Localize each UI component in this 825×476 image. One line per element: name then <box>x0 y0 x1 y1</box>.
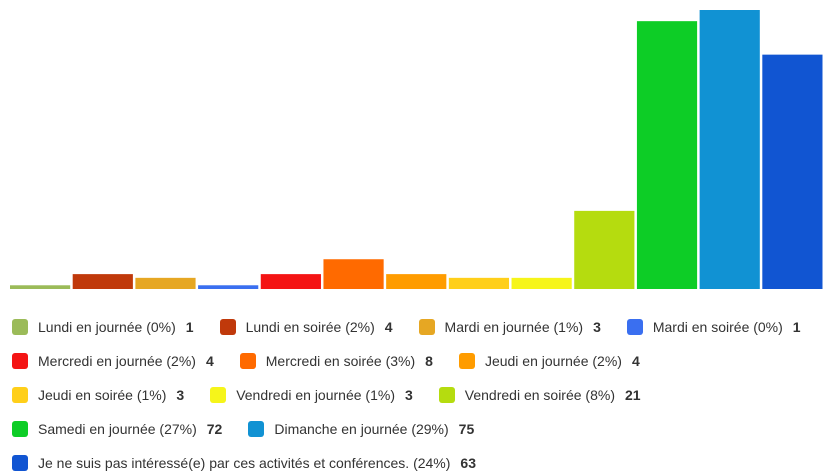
bar <box>198 285 259 289</box>
legend: Lundi en journée (0%) 1 Lundi en soirée (2… <box>12 318 825 472</box>
legend-value: 3 <box>404 387 413 403</box>
legend-item: Mardi en journée (1%) 3 <box>418 318 601 336</box>
legend-value: 21 <box>624 387 641 403</box>
legend-swatch <box>12 387 28 403</box>
legend-label: Mardi en soirée (0%) <box>652 319 783 335</box>
legend-item: Mercredi en journée (2%) 4 <box>12 352 214 370</box>
legend-swatch <box>239 353 256 369</box>
legend-value: 4 <box>205 353 214 369</box>
legend-swatch <box>12 319 28 335</box>
legend-label: Mercredi en journée (2%) <box>38 353 196 369</box>
legend-item: Lundi en soirée (2%) 4 <box>219 318 393 336</box>
bar <box>511 277 572 289</box>
legend-value: 3 <box>593 319 601 335</box>
bar <box>386 274 447 289</box>
legend-swatch <box>12 421 28 437</box>
legend-item: Jeudi en journée (2%) 4 <box>458 352 640 370</box>
legend-swatch <box>219 319 236 335</box>
legend-label: Lundi en journée (0%) <box>38 319 176 335</box>
legend-value: 4 <box>631 353 640 369</box>
legend-value: 4 <box>384 319 393 335</box>
bar <box>448 277 510 289</box>
legend-label: Mardi en journée (1%) <box>444 319 584 335</box>
legend-item: Vendredi en journée (1%) 3 <box>210 386 413 404</box>
legend-swatch <box>248 421 265 437</box>
legend-item: Mardi en soirée (0%) 1 <box>626 318 801 336</box>
legend-item: Mercredi en soirée (3%) 8 <box>239 352 433 370</box>
legend-label: Vendredi en soirée (8%) <box>464 387 615 403</box>
legend-label: Samedi en journée (27%) <box>38 421 197 437</box>
legend-swatch <box>458 353 475 369</box>
bar <box>260 274 321 289</box>
bar <box>10 285 71 289</box>
legend-value: 1 <box>792 319 801 335</box>
legend-label: Lundi en soirée (2%) <box>245 319 375 335</box>
bar <box>72 274 133 289</box>
chart <box>10 10 823 289</box>
legend-value: 63 <box>460 455 476 471</box>
legend-label: Vendredi en journée (1%) <box>236 387 395 403</box>
legend-label: Jeudi en journée (2%) <box>484 353 622 369</box>
bar <box>574 210 635 289</box>
legend-label: Je ne suis pas intéressé(e) par ces acti… <box>38 455 451 471</box>
bar <box>135 277 196 289</box>
legend-item: Samedi en journée (27%) 72 <box>12 420 222 438</box>
legend-label: Jeudi en soirée (1%) <box>38 387 167 403</box>
legend-swatch <box>626 319 643 335</box>
legend-swatch <box>418 319 435 335</box>
legend-value: 8 <box>425 353 433 369</box>
legend-value: 72 <box>206 421 223 437</box>
legend-swatch <box>438 387 455 403</box>
legend-value: 75 <box>458 421 475 437</box>
legend-item: Lundi en journée (0%) 1 <box>12 318 194 336</box>
legend-item: Je ne suis pas intéressé(e) par ces acti… <box>12 454 476 472</box>
bar <box>636 21 698 289</box>
legend-item: Jeudi en soirée (1%) 3 <box>12 386 184 404</box>
bar <box>699 10 760 289</box>
legend-item: Dimanche en journée (29%) 75 <box>248 420 474 438</box>
legend-swatch <box>12 455 28 471</box>
legend-swatch <box>12 353 28 369</box>
legend-value: 3 <box>176 387 185 403</box>
bar <box>323 259 384 289</box>
legend-label: Dimanche en journée (29%) <box>274 421 449 437</box>
legend-label: Mercredi en soirée (3%) <box>265 353 416 369</box>
legend-swatch <box>210 387 227 403</box>
legend-item: Vendredi en soirée (8%) 21 <box>438 386 641 404</box>
bar <box>762 54 823 289</box>
legend-value: 1 <box>185 319 194 335</box>
